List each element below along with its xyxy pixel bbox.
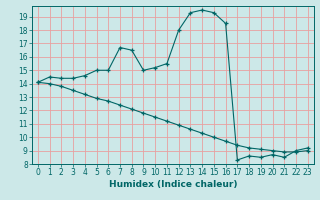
X-axis label: Humidex (Indice chaleur): Humidex (Indice chaleur) bbox=[108, 180, 237, 189]
